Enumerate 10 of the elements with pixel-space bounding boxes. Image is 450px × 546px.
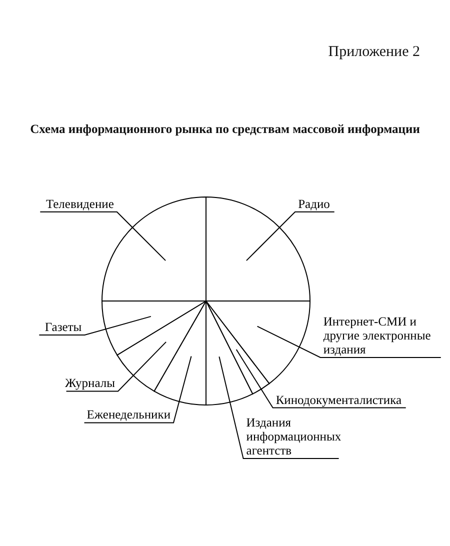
slice-label: Журналы: [64, 376, 116, 390]
slice-label: Еженедельники: [86, 408, 171, 422]
slice-label: Телевидение: [46, 196, 114, 211]
slice-label: Интернет-СМИ и другие электронные издания: [323, 314, 432, 356]
slice-label: Кинодокументалистика: [276, 392, 402, 407]
slice-label: Газеты: [44, 320, 82, 334]
text: Приложение 2: [328, 44, 420, 61]
slice-label: Издания информационных агентств: [246, 416, 342, 458]
chart-title: Схема информационного рынка по средствам массовой информации: [29, 122, 421, 137]
slice-label: Радио: [298, 196, 330, 211]
